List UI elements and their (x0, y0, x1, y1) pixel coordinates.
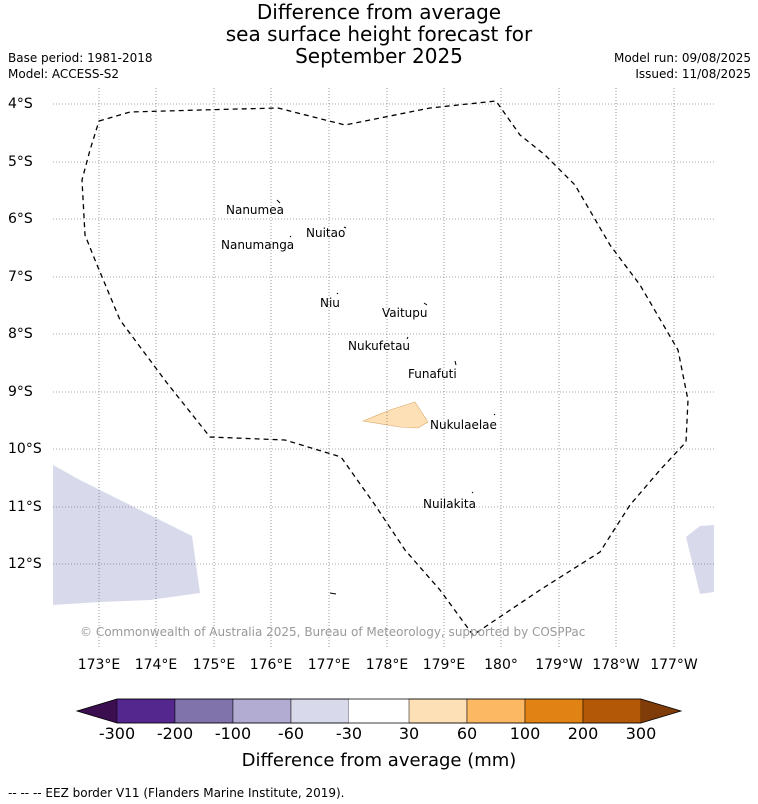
colorbar-bin (408, 698, 468, 724)
lat-label: 8°S (8, 326, 33, 342)
colorbar-tick: 100 (509, 724, 541, 743)
lat-label: 9°S (8, 384, 33, 400)
island-label-nanumanga: Nanumanga (221, 238, 295, 252)
colorbar-bin (116, 698, 176, 724)
eez-border (81, 100, 689, 636)
title-line-3: September 2025 (295, 44, 463, 68)
lon-label: 173°E (77, 657, 121, 673)
colorbar-bin (349, 699, 407, 723)
colorbar-tick: -200 (156, 724, 194, 743)
colorbar-arrow-low (77, 699, 117, 723)
island-label-nuilakita: Nuilakita (423, 497, 476, 511)
lon-label: 179°E (422, 657, 466, 673)
colorbar-bin (466, 698, 526, 724)
colorbar-arrow-high (641, 699, 681, 723)
colorbar-tick: 200 (567, 724, 599, 743)
island-label-vaitupu: Vaitupu (382, 306, 428, 320)
lon-label: 180° (484, 657, 518, 673)
colorbar (75, 698, 683, 724)
colorbar-title: Difference from average (mm) (241, 750, 517, 771)
lon-label: 179°W (535, 657, 583, 673)
colorbar-bin (582, 698, 642, 724)
island-shapes (276, 199, 496, 595)
lat-label: 12°S (8, 556, 42, 572)
title-line-1: Difference from average (256, 0, 502, 24)
island-label-nuitao: Nuitao (306, 226, 346, 240)
issued-date: Issued: 11/08/2025 (635, 67, 751, 81)
lon-label: 175°E (192, 657, 236, 673)
lon-label: 174°E (134, 657, 178, 673)
anomaly-region-west (53, 465, 200, 605)
colorbar-bin (524, 698, 584, 724)
colorbar-tick: -300 (98, 724, 136, 743)
lon-label: 176°E (249, 657, 293, 673)
island-label-nukufetau: Nukufetau (348, 339, 411, 353)
colorbar-bin (290, 698, 350, 724)
lon-label: 178°E (365, 657, 409, 673)
lon-label: 177°W (650, 657, 698, 673)
lat-label: 4°S (8, 96, 33, 112)
colorbar-tick: -30 (335, 724, 363, 743)
copyright-notice: © Commonwealth of Australia 2025, Bureau… (80, 625, 586, 639)
base-period: Base period: 1981-2018 (8, 51, 153, 65)
title-line-2: sea surface height forecast for (225, 22, 533, 46)
lat-label: 5°S (8, 154, 33, 170)
colorbar-bin (232, 698, 292, 724)
model-run: Model run: 09/08/2025 (613, 51, 751, 65)
lon-label: 177°E (307, 657, 351, 673)
lat-label: 6°S (8, 211, 33, 227)
island-label-nukulaelae: Nukulaelae (430, 418, 497, 432)
colorbar-tick: 30 (398, 724, 420, 743)
lat-label: 11°S (8, 499, 42, 515)
anomaly-region-central (361, 401, 429, 429)
lat-label: 10°S (8, 441, 42, 457)
gridlines (53, 88, 714, 648)
model-name: Model: ACCESS-S2 (8, 67, 120, 81)
island-label-nanumea: Nanumea (226, 203, 284, 217)
colorbar-tick: -60 (277, 724, 305, 743)
eez-legend: -- -- -- EEZ border V11 (Flanders Marine… (8, 786, 345, 800)
lon-label: 178°W (592, 657, 640, 673)
anomaly-region-east (686, 525, 714, 594)
colorbar-bin (174, 698, 234, 724)
island-label-funafuti: Funafuti (408, 367, 457, 381)
colorbar-tick: 300 (625, 724, 657, 743)
colorbar-tick: 60 (456, 724, 478, 743)
lat-label: 7°S (8, 269, 33, 285)
island-label-niu: Niu (320, 296, 340, 310)
colorbar-tick: -100 (214, 724, 252, 743)
